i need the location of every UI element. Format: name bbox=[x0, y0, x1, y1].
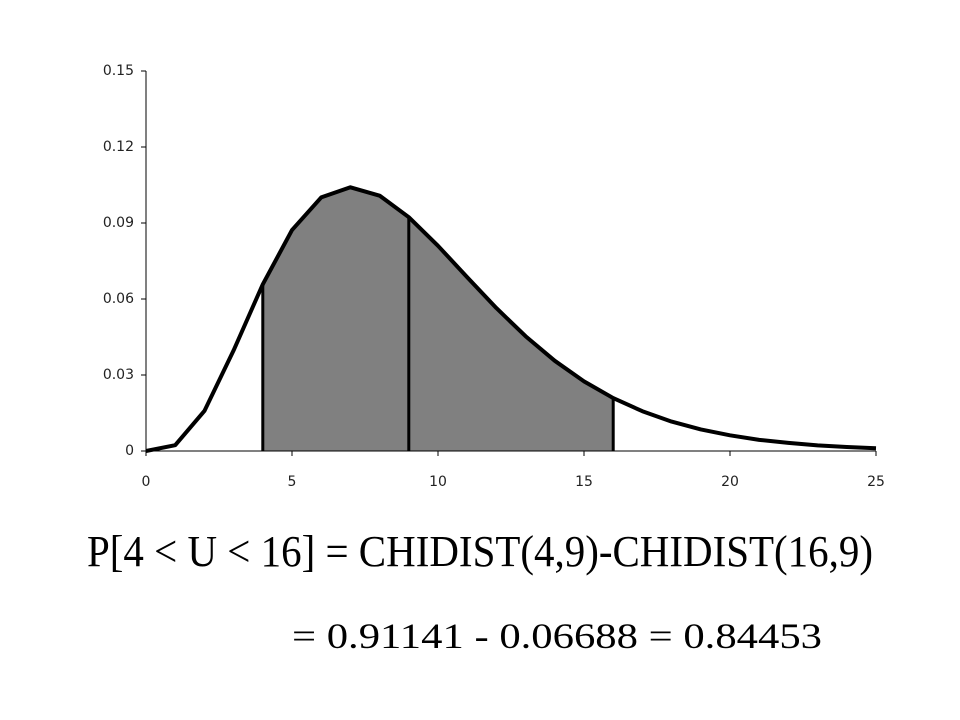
shaded-area bbox=[262, 187, 614, 451]
curve bbox=[145, 185, 877, 453]
y-tick-label: 0.09 bbox=[103, 215, 134, 231]
x-tick-label: 15 bbox=[575, 474, 593, 490]
x-tick-label: 25 bbox=[867, 474, 885, 490]
y-tick-label: 0.03 bbox=[103, 367, 134, 383]
x-tick-label: 10 bbox=[429, 474, 447, 490]
y-tick-label: 0.06 bbox=[103, 291, 134, 307]
y-tick-label: 0 bbox=[125, 443, 134, 459]
x-tick-label: 20 bbox=[721, 474, 739, 490]
y-tick-label: 0.12 bbox=[103, 139, 134, 155]
formula: P[4 < U < 16] = CHIDIST(4,9)-CHIDIST(16,… bbox=[87, 527, 873, 576]
x-tick-label: 5 bbox=[288, 474, 297, 490]
y-tick-label: 0.15 bbox=[103, 63, 134, 79]
result: = 0.91141 - 0.06688 = 0.84453 bbox=[292, 616, 822, 656]
x-tick-label: 0 bbox=[142, 474, 151, 490]
